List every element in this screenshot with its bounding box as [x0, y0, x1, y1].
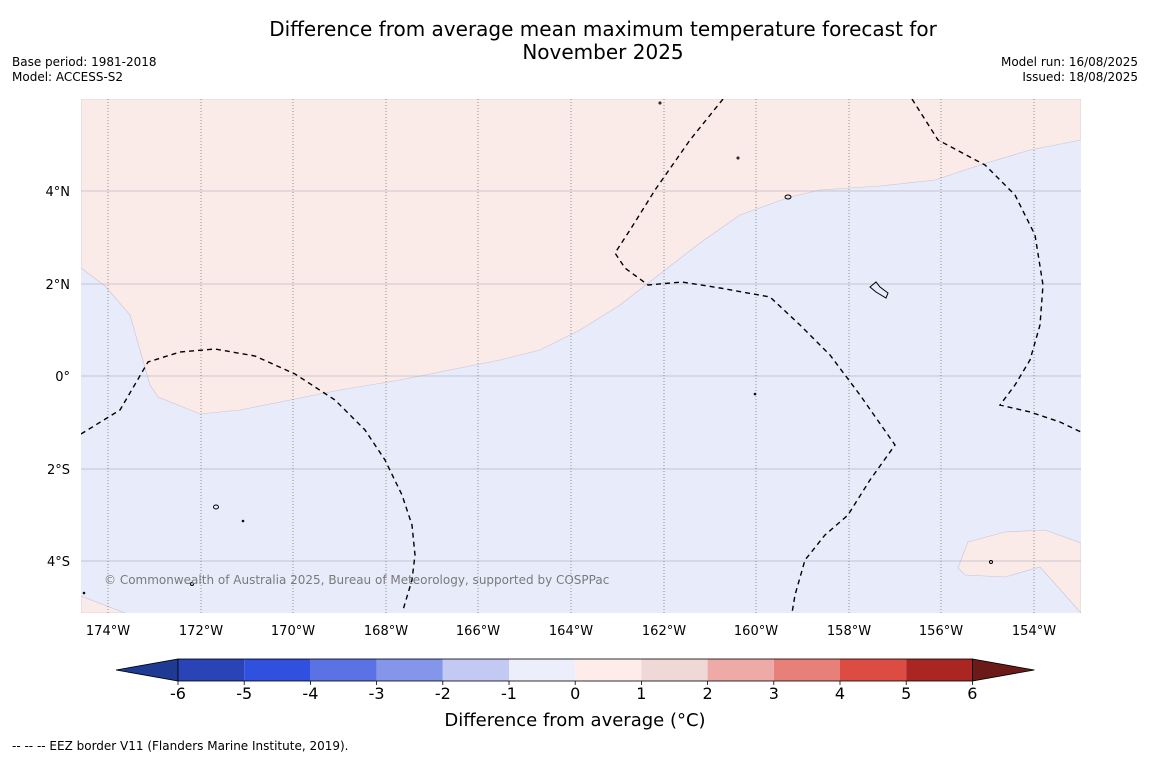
colorbar-tick-label: 2 [703, 684, 713, 703]
title-line-2: November 2025 [522, 40, 684, 64]
lat-label: 2°S [47, 463, 70, 478]
lon-label: 162°W [642, 624, 686, 639]
model-name: Model: ACCESS-S2 [12, 70, 124, 84]
colorbar-segment [178, 659, 245, 681]
copyright-text: © Commonwealth of Australia 2025, Bureau… [104, 573, 609, 587]
colorbar-tick-label: 0 [570, 684, 580, 703]
lat-label: 0° [55, 370, 70, 385]
model-run: Model run: 16/08/2025 [1000, 55, 1138, 69]
base-period: Base period: 1981-2018 [12, 55, 157, 69]
colorbar-tick-label: -2 [435, 684, 451, 703]
latitude-labels: 4°N 2°N 0° 2°S 4°S [46, 185, 71, 570]
meta-right: Model run: 16/08/2025 Issued: 18/08/2025 [1001, 55, 1138, 85]
lat-label: 4°S [47, 555, 70, 570]
colorbar-tick-label: 6 [967, 684, 977, 703]
lon-label: 172°W [179, 624, 223, 639]
lon-label: 154°W [1012, 624, 1056, 639]
title-line-1: Difference from average mean maximum tem… [269, 17, 937, 41]
colorbar-tick-label: 4 [835, 684, 845, 703]
lon-label: 158°W [827, 624, 871, 639]
lon-label: 166°W [456, 624, 500, 639]
colorbar-segment [509, 659, 576, 681]
colorbar-label: Difference from average (°C) [444, 710, 706, 731]
eez-legend-note: -- -- -- EEZ border V11 (Flanders Marine… [12, 739, 349, 753]
colorbar-tick-label: -6 [170, 684, 186, 703]
colorbar-tick-label: -1 [501, 684, 517, 703]
colorbar-segment [575, 659, 642, 681]
map-area: © Commonwealth of Australia 2025, Bureau… [81, 99, 1081, 613]
longitude-labels: 174°W 172°W 170°W 168°W 166°W 164°W 162°… [86, 624, 1056, 639]
warm-anomaly-region-corner [81, 595, 126, 613]
lon-label: 170°W [271, 624, 315, 639]
colorbar-segment [773, 659, 840, 681]
colorbar-segment [906, 659, 973, 681]
lon-label: 164°W [549, 624, 593, 639]
lon-label: 156°W [919, 624, 963, 639]
issued-date: Issued: 18/08/2025 [1022, 70, 1138, 84]
meta-left: Base period: 1981-2018 Model: ACCESS-S2 [12, 55, 157, 85]
colorbar-tick-label: -3 [369, 684, 385, 703]
islands [82, 101, 993, 595]
colorbar-tick-label: 5 [901, 684, 911, 703]
lon-label: 168°W [364, 624, 408, 639]
colorbar-extend-low [115, 658, 179, 682]
colorbar-segment [310, 659, 377, 681]
colorbar-tick-label: 3 [769, 684, 779, 703]
lat-label: 2°N [46, 278, 71, 293]
colorbar-tick-label: -5 [236, 684, 252, 703]
warm-anomaly-region [81, 99, 1081, 415]
colorbar-segment [244, 659, 311, 681]
lat-label: 4°N [46, 185, 71, 200]
colorbar-tick-label: 1 [636, 684, 646, 703]
eez-borders [81, 99, 1081, 613]
colorbar-segment [707, 659, 774, 681]
colorbar-tick-label: -4 [302, 684, 318, 703]
colorbar-segment [840, 659, 907, 681]
colorbar-segment [442, 659, 509, 681]
colorbar-segment [641, 659, 708, 681]
lon-label: 160°W [734, 624, 778, 639]
colorbar-extend-high [972, 658, 1035, 682]
colorbar: -6 -5 -4 -3 -2 -1 0 1 2 3 4 5 6 [115, 658, 1035, 703]
map-title: Difference from average mean maximum tem… [230, 18, 976, 64]
colorbar-segment [376, 659, 443, 681]
lon-label: 174°W [86, 624, 130, 639]
graticule [81, 190, 1081, 562]
warm-anomaly-region-south [957, 529, 1081, 613]
